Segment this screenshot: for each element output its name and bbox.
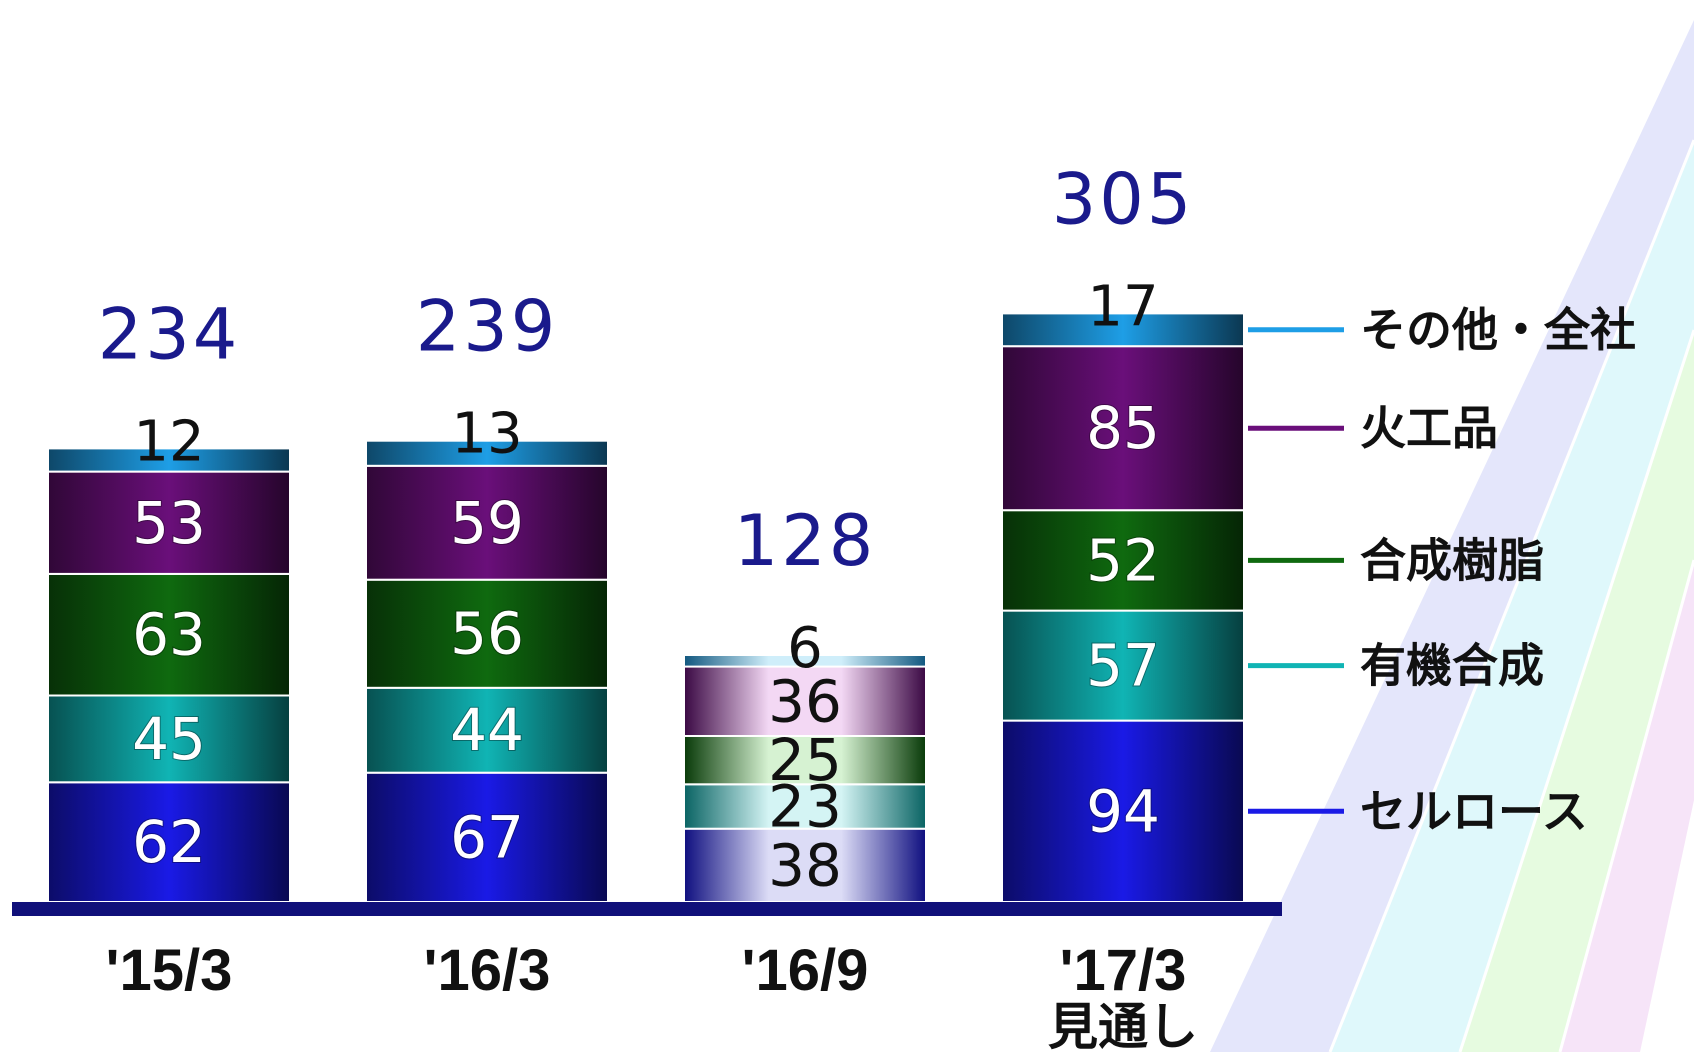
bar-segment-16-9-2 [683, 735, 927, 786]
top-segment-label-15-3: 12 [133, 409, 204, 474]
bar-segment-16-3-1 [365, 686, 609, 774]
bar-segment-17-3-2 [1001, 509, 1245, 612]
legend: セルロース 有機合成 合成樹脂 火工品 その他・全社 [1248, 303, 1636, 838]
segment-label-16-3-3: 59 [450, 489, 524, 557]
segment-label-15-3-3: 53 [132, 489, 206, 557]
category-label-16-9: '16/9 [742, 938, 869, 1003]
bar-segment-17-3-3 [1001, 345, 1245, 512]
segment-label-17-3-2: 52 [1086, 526, 1160, 594]
top-segment-label-16-9: 6 [787, 616, 823, 681]
segment-label-15-3-1: 45 [132, 705, 206, 773]
category-label-15-3: '15/3 [106, 938, 233, 1003]
segment-label-16-3-2: 56 [450, 600, 524, 668]
background-rays [1210, 20, 1694, 1052]
segment-label-16-9-0: 38 [768, 831, 842, 899]
category-label-16-3: '16/3 [424, 938, 551, 1003]
total-label-16-9: 128 [734, 500, 877, 582]
bar-segment-16-9-0 [683, 827, 927, 904]
bar-segment-17-3-0 [1001, 719, 1245, 903]
category-sublabel-17-3: 見通し [1048, 999, 1198, 1052]
legend-label-0: セルロース [1360, 784, 1588, 838]
segment-label-16-9-2: 25 [768, 726, 842, 794]
bar-segment-16-3-0 [365, 771, 609, 904]
segment-label-17-3-3: 85 [1086, 394, 1160, 462]
segment-label-16-9-1: 23 [768, 773, 842, 841]
segment-label-15-3-0: 62 [132, 808, 206, 876]
bar-segment-15-3-2 [47, 572, 291, 697]
legend-label-1: 有機合成 [1360, 639, 1544, 693]
value-labels: 62 45 63 53 12 234 '15/3 67 44 56 59 13 239 '16/3 3823… [98, 158, 1198, 1052]
bar-segment-16-3-2 [365, 578, 609, 689]
legend-label-2: 合成樹脂 [1360, 533, 1544, 587]
bar-segment-17-3-1 [1001, 609, 1245, 722]
bar-segment-16-3-3 [365, 464, 609, 581]
bar-segment-15-3-1 [47, 694, 291, 784]
bar-segment-16-3-4 [365, 439, 609, 467]
total-label-15-3: 234 [98, 293, 241, 375]
segment-label-16-3-0: 67 [450, 803, 524, 871]
bar-segment-15-3-4 [47, 447, 291, 473]
segment-label-16-9-3: 36 [768, 667, 842, 735]
category-label-17-3: '17/3 [1060, 938, 1187, 1003]
segment-label-16-3-1: 44 [450, 696, 524, 764]
bars [47, 312, 1245, 904]
total-label-17-3: 305 [1052, 158, 1195, 240]
segment-label-17-3-1: 57 [1086, 632, 1160, 700]
segment-label-17-3-0: 94 [1086, 777, 1160, 845]
top-segment-label-17-3: 17 [1087, 274, 1158, 339]
bar-segment-16-9-3 [683, 665, 927, 737]
bar-segment-15-3-3 [47, 470, 291, 575]
bar-segment-16-9-4 [683, 654, 927, 668]
baseline [12, 902, 1282, 916]
segment-label-15-3-2: 63 [132, 601, 206, 669]
legend-label-3: 火工品 [1360, 401, 1498, 455]
total-label-16-3: 239 [416, 286, 559, 368]
bar-segment-17-3-4 [1001, 312, 1245, 348]
top-segment-label-16-3: 13 [451, 402, 522, 467]
legend-label-4: その他・全社 [1360, 303, 1636, 357]
